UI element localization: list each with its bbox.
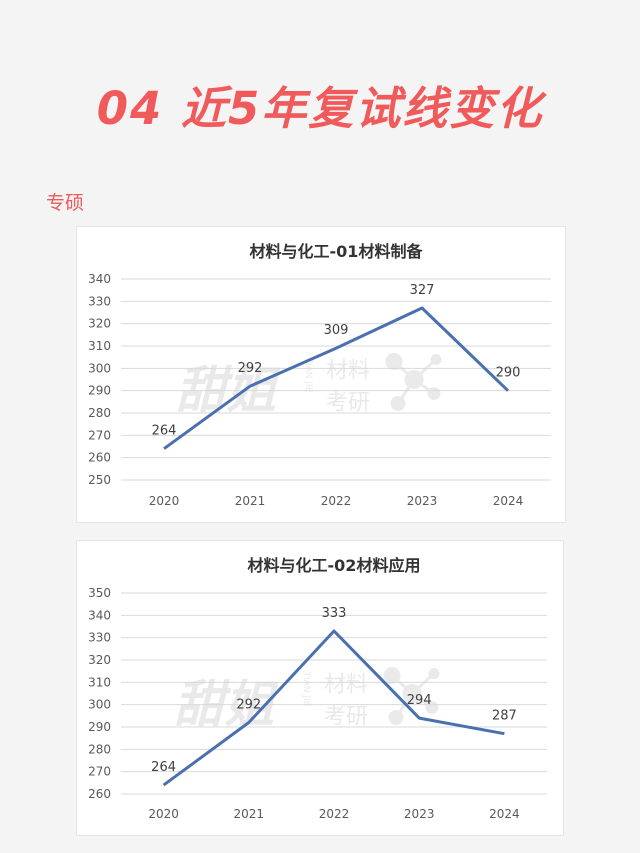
y-tick-label-330: 330	[88, 294, 111, 308]
y-tick-label-300: 300	[88, 698, 111, 712]
y-tick-label-310: 310	[88, 339, 111, 353]
data-label-2021: 292	[236, 698, 261, 713]
y-tick-label-320: 320	[88, 653, 111, 667]
molecule-icon	[383, 667, 440, 725]
chart-card-materials-application: 甜姐 TIAN JIE 材料 考研 材料与化工-02材料应用 260 270 280 290 30…	[76, 540, 564, 836]
data-label-2024: 290	[496, 366, 521, 381]
watermark-pinyin: TIAN JIE	[301, 671, 311, 707]
y-tick-label-250: 250	[88, 473, 111, 487]
y-tick-label-350: 350	[88, 586, 111, 600]
y-tick-label-280: 280	[88, 406, 111, 420]
x-tick-label-2022: 2022	[321, 494, 352, 508]
y-tick-label-260: 260	[88, 787, 111, 801]
y-tick-label-270: 270	[88, 765, 111, 779]
x-tick-label-2024: 2024	[493, 494, 524, 508]
y-tick-label-310: 310	[88, 675, 111, 689]
series-line-0	[162, 629, 505, 787]
x-tick-label-2021: 2021	[235, 494, 266, 508]
data-label-2022: 309	[324, 323, 349, 338]
x-tick-label-2020: 2020	[148, 807, 179, 821]
chart-title: 材料与化工-02材料应用	[248, 556, 421, 575]
x-tick-label-2024: 2024	[489, 807, 520, 821]
y-tick-label-300: 300	[88, 361, 111, 375]
data-label-2023: 327	[410, 283, 435, 298]
chart-title: 材料与化工-01材料制备	[250, 242, 424, 261]
x-tick-label-2023: 2023	[404, 807, 435, 821]
data-label-2020: 264	[151, 760, 176, 775]
watermark-line1: 材料	[324, 673, 368, 698]
watermark-line2: 考研	[324, 705, 368, 730]
x-tick-label-2023: 2023	[407, 494, 438, 508]
y-tick-label-330: 330	[88, 631, 111, 645]
section-label: 专硕	[46, 192, 85, 214]
data-label-2021: 292	[238, 361, 263, 376]
y-tick-label-290: 290	[88, 384, 111, 398]
watermark-line1: 材料	[326, 359, 370, 384]
y-tick-label-290: 290	[88, 720, 111, 734]
page-headline: 04 近5年复试线变化	[96, 82, 544, 135]
data-label-2022: 333	[322, 606, 347, 621]
series-line-0	[163, 306, 510, 450]
line-chart-materials-preparation: 甜姐 TIAN JIE 材料考研材料与化工-01材料制备25026027028029…	[88, 242, 551, 508]
chart-card-materials-preparation: 甜姐 TIAN JIE 材料 考研 材料与化工-01材料制备 250 260 270 280 29…	[76, 226, 566, 523]
data-label-2024: 287	[492, 709, 517, 724]
y-tick-label-260: 260	[88, 451, 111, 465]
x-tick-label-2021: 2021	[234, 807, 265, 821]
y-tick-label-280: 280	[88, 742, 111, 756]
molecule-icon	[385, 353, 442, 411]
line-chart-materials-application: 甜姐 TIAN JIE 材料考研材料与化工-02材料应用26027028029030…	[88, 556, 547, 821]
x-tick-label-2020: 2020	[149, 494, 180, 508]
watermark-line2: 考研	[326, 391, 370, 416]
watermark-pinyin: TIAN JIE	[303, 357, 313, 393]
y-tick-label-320: 320	[88, 317, 111, 331]
data-label-2023: 294	[407, 693, 432, 708]
data-label-2020: 264	[152, 424, 177, 439]
x-tick-label-2022: 2022	[319, 807, 350, 821]
y-tick-label-340: 340	[88, 272, 111, 286]
y-tick-label-270: 270	[88, 428, 111, 442]
y-tick-label-340: 340	[88, 608, 111, 622]
